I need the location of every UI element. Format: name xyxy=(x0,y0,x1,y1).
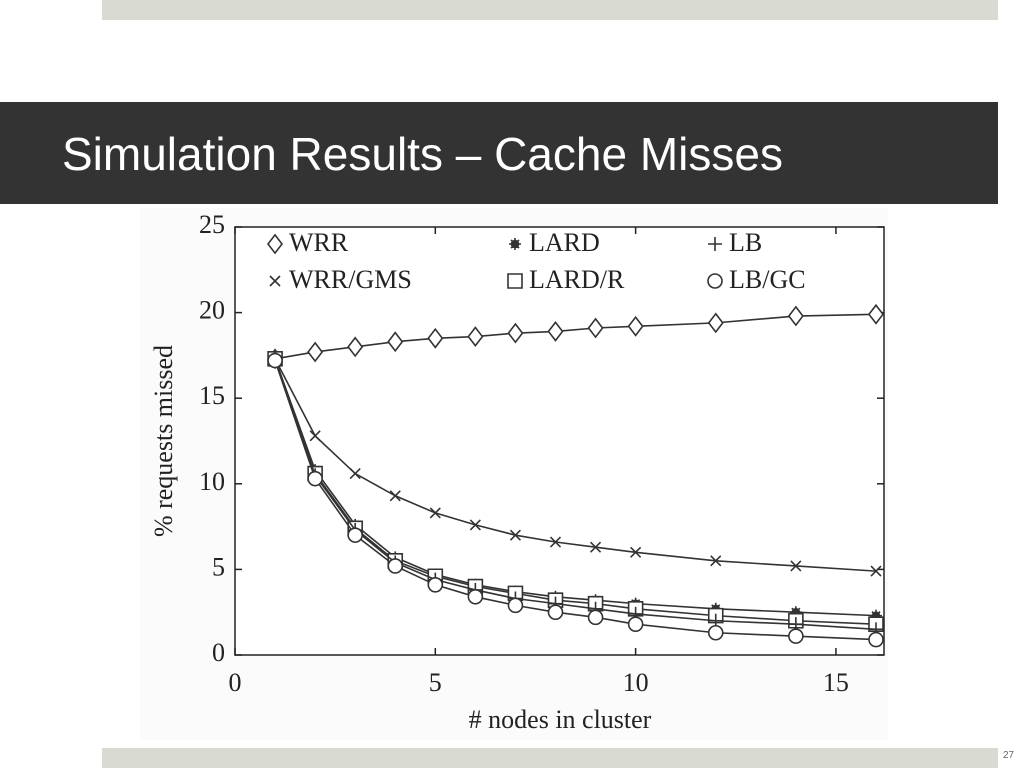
marker xyxy=(467,326,484,347)
legend-entry: LB xyxy=(708,228,762,257)
marker xyxy=(347,336,364,358)
marker xyxy=(427,577,444,593)
marker xyxy=(710,555,722,567)
marker xyxy=(589,541,602,553)
marker xyxy=(707,312,724,334)
top-bar xyxy=(102,0,998,20)
legend-marker xyxy=(507,273,523,289)
legend-label: LB xyxy=(729,228,762,257)
marker xyxy=(627,315,644,337)
legend-label: WRR/GMS xyxy=(289,265,412,294)
marker xyxy=(870,565,882,577)
marker xyxy=(469,519,481,531)
legend-entry: WRR xyxy=(266,228,349,257)
bottom-bar xyxy=(102,748,998,768)
marker xyxy=(547,604,564,620)
y-tick-label: 5 xyxy=(212,552,225,581)
marker xyxy=(307,470,323,487)
marker xyxy=(788,628,804,644)
x-tick-label: 0 xyxy=(229,668,242,697)
marker xyxy=(509,529,521,541)
marker xyxy=(309,430,321,442)
y-tick-label: 15 xyxy=(199,381,225,410)
marker xyxy=(427,327,444,349)
y-tick-label: 25 xyxy=(199,210,225,239)
plot-frame xyxy=(234,226,885,656)
page-number: 27 xyxy=(1003,750,1015,761)
x-tick-label: 10 xyxy=(623,668,649,697)
marker xyxy=(429,507,441,519)
marker xyxy=(347,527,363,543)
y-tick-label: 0 xyxy=(212,638,225,667)
marker xyxy=(787,305,804,327)
marker xyxy=(587,317,604,339)
legend-marker xyxy=(509,238,521,250)
marker xyxy=(549,536,562,548)
marker xyxy=(507,597,524,614)
title-band xyxy=(0,102,998,204)
marker xyxy=(387,331,404,353)
marker xyxy=(267,352,283,369)
marker xyxy=(387,558,404,574)
legend-marker xyxy=(708,237,722,251)
legend-label: WRR xyxy=(289,228,349,257)
marker xyxy=(587,609,604,626)
marker xyxy=(869,609,882,622)
marker xyxy=(789,606,802,619)
marker xyxy=(507,322,524,344)
legend-marker xyxy=(269,275,281,287)
legend-entry: LB/GC xyxy=(707,265,806,294)
marker xyxy=(867,303,884,325)
legend-entry: LARD/R xyxy=(507,265,625,294)
legend-marker xyxy=(707,273,723,289)
x-axis-label: # nodes in cluster xyxy=(469,705,652,734)
marker xyxy=(389,490,401,502)
legend-label: LARD xyxy=(529,228,600,257)
marker xyxy=(349,467,361,480)
legend-label: LB/GC xyxy=(729,265,806,294)
legend-marker xyxy=(266,233,284,255)
x-tick-label: 5 xyxy=(429,668,442,697)
x-tick-label: 15 xyxy=(823,668,849,697)
y-axis-label: % requests missed xyxy=(149,345,178,537)
marker xyxy=(547,321,564,342)
legend-entry: WRR/GMS xyxy=(269,265,412,294)
y-tick-label: 10 xyxy=(199,467,225,496)
marker xyxy=(467,589,484,605)
marker xyxy=(790,560,802,572)
legend-label: LARD/R xyxy=(529,265,625,294)
marker xyxy=(307,341,324,363)
marker xyxy=(707,624,724,641)
legend-entry: LARD xyxy=(509,228,600,257)
y-tick-label: 20 xyxy=(199,296,225,325)
marker xyxy=(627,616,644,632)
marker xyxy=(868,631,884,648)
slide-title: Simulation Results – Cache Misses xyxy=(62,128,783,180)
marker xyxy=(630,546,642,558)
